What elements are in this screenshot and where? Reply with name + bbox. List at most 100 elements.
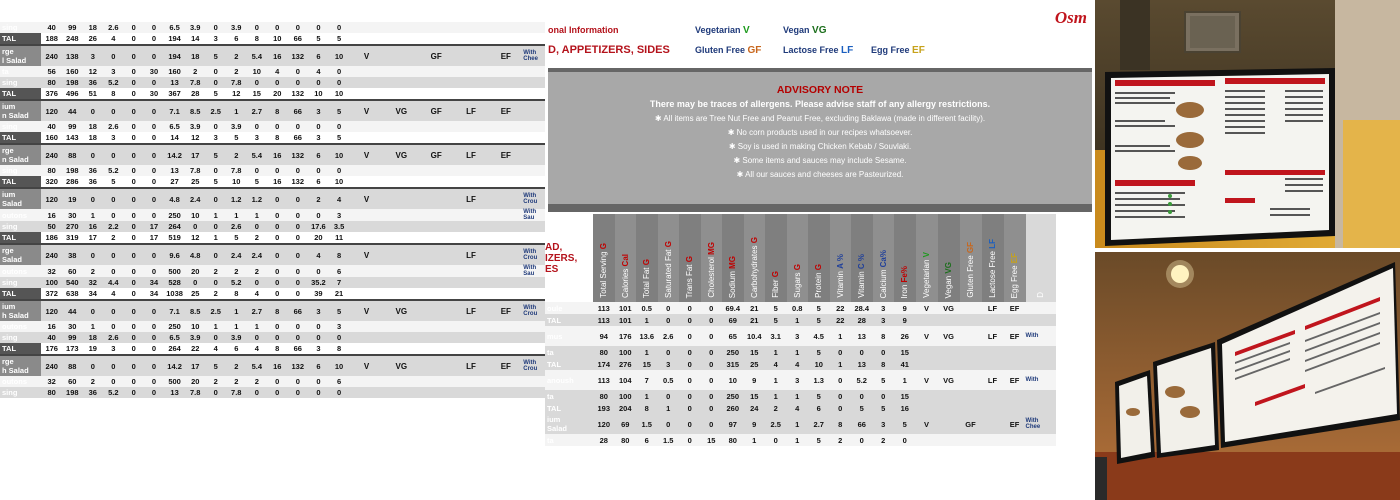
nutrition-value: 240: [41, 243, 62, 265]
diet-flag: [488, 343, 523, 355]
column-name: Vitamin: [835, 271, 845, 298]
nutrition-value: 0: [205, 187, 227, 209]
nutrition-value: 540: [62, 277, 83, 288]
nutrition-value: 1: [205, 321, 227, 332]
nutrition-value: 0: [657, 346, 679, 358]
nutrition-value: 15: [252, 89, 261, 98]
nutrition-value: 32: [41, 376, 62, 387]
diet-flag: [488, 176, 523, 188]
nutrition-value: 1.5: [636, 414, 658, 434]
column-header: Sodium MG: [722, 214, 744, 302]
nutrition-value: 5.2: [103, 165, 124, 176]
table-row: outons 32 60 2 0 0 0 500 20 2 2 2 0 0 0 6: [0, 376, 545, 387]
nutrition-value: 80: [722, 434, 744, 446]
diet-flag: [349, 33, 384, 45]
nutrition-value: 519: [168, 233, 181, 242]
diet-flag: [418, 265, 454, 277]
nutrition-value: 5: [328, 299, 350, 321]
nutrition-value: 10: [184, 209, 206, 221]
diet-flag: [488, 77, 524, 88]
nutrition-value: 1: [226, 99, 247, 121]
diet-flag: EF: [488, 354, 524, 376]
nutrition-value: 3: [786, 370, 808, 390]
column-name: Saturated Fat: [663, 249, 673, 298]
nutrition-value: 41: [894, 358, 916, 370]
nutrition-value: 1: [765, 390, 787, 402]
nutrition-value: 4: [328, 187, 350, 209]
column-header: D: [1025, 214, 1056, 302]
nutrition-value: 0: [700, 390, 722, 402]
table-row: ta 28 80 6 1.5 0 15 80 1 0 1 5 2 0 2 0: [545, 434, 1056, 446]
nutrition-value: 0: [267, 277, 288, 288]
nutrition-value: 3: [872, 414, 894, 434]
nutrition-value: 6.5: [164, 332, 185, 343]
nutrition-value: 0: [287, 265, 309, 277]
nutrition-value: 0: [143, 165, 165, 176]
nutrition-value: 0: [205, 221, 227, 232]
diet-flag: [349, 221, 384, 232]
row-note: [523, 88, 545, 100]
nutrition-value: 1: [765, 346, 787, 358]
nutrition-value: 100: [41, 277, 62, 288]
table-row: rge l Salad 240 138 3 0 0 0 194 18 5 2 5.4 16 132 6 10 V G…: [0, 44, 545, 66]
nutrition-value: 69: [614, 414, 636, 434]
table-row: ium Salad 120 69 1.5 0 0 0 97 9 2.5 1 2.7 8 66 3 5 V GF EF W…: [545, 414, 1056, 434]
nutrition-value: 0: [103, 354, 124, 376]
nutrition-value: 3: [316, 344, 321, 353]
nutrition-value: 0: [205, 121, 227, 132]
diet-flag: LF: [981, 326, 1004, 346]
nutrition-value: 2: [205, 376, 227, 387]
diet-flag: [453, 376, 489, 387]
column-unit: EF: [1010, 252, 1019, 263]
nutrition-value: 80: [41, 77, 62, 88]
nutrition-value: 66: [293, 344, 302, 353]
column-header-text: Vegetarian V: [922, 250, 931, 300]
nutrition-value: 3: [872, 302, 894, 314]
nutrition-value: 0: [123, 299, 144, 321]
diet-flag: [418, 22, 454, 33]
nutrition-value: 174: [593, 358, 615, 370]
nutrition-value: 3: [111, 133, 116, 142]
nutrition-value: 18: [82, 332, 104, 343]
column-header: Egg Free EF: [1003, 214, 1026, 302]
column-name: Vegan: [944, 275, 953, 298]
nutrition-value: 0: [275, 233, 280, 242]
nutrition-value: 100: [614, 346, 636, 358]
diet-flag: [453, 22, 489, 33]
nutrition-value: 1: [226, 299, 247, 321]
diet-flag: [959, 434, 982, 446]
menu-screen-photo-top: [1095, 0, 1400, 248]
diet-flag: EF: [488, 299, 524, 321]
nutrition-value: 1: [786, 414, 808, 434]
nutrition-value: 66: [293, 34, 302, 43]
nutrition-value: 0: [308, 332, 329, 343]
nutrition-value: 4.8: [164, 187, 185, 209]
nutrition-value: 56: [41, 66, 62, 77]
nutrition-value: 18: [82, 22, 104, 33]
nutrition-value: 0: [657, 390, 679, 402]
nutrition-value: 0: [143, 187, 165, 209]
nutrition-value: 15: [894, 390, 916, 402]
nutrition-value: 0: [103, 376, 124, 387]
row-label: rge l Salad: [0, 44, 42, 66]
diet-flag: LF: [453, 187, 489, 209]
column-header: Vitamin A %: [829, 214, 851, 302]
column-header: Protein G: [808, 214, 830, 302]
nutrition-value: 0: [287, 332, 309, 343]
nutrition-value: 36: [82, 165, 104, 176]
column-header: Carbohydrates G: [743, 214, 765, 302]
nutrition-value: 0: [123, 99, 144, 121]
nutrition-value: 40: [41, 121, 62, 132]
nutrition-value: 0: [308, 165, 329, 176]
diet-flag: [383, 277, 419, 288]
diet-flag: [488, 66, 524, 77]
nutrition-value: 16: [894, 402, 916, 414]
nutrition-value: 0: [267, 376, 288, 387]
row-label: TAL: [545, 314, 593, 326]
diet-flag: [453, 332, 489, 343]
column-header-text: Sugars G: [793, 262, 802, 300]
row-note: [1025, 434, 1056, 446]
legend-vegan-label: Vegan: [783, 25, 810, 35]
nutrition-value: 0: [829, 370, 851, 390]
nutrition-value: 15: [636, 358, 658, 370]
